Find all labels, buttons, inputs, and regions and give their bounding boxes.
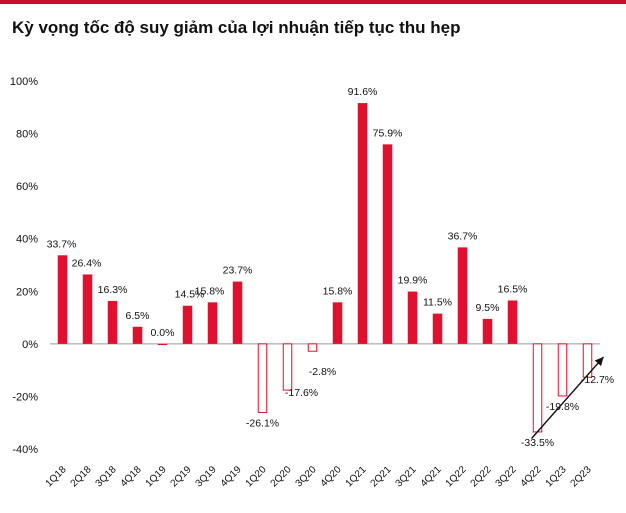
data-label-4Q22: -33.5%	[521, 437, 554, 449]
x-tick-label-4Q20: 4Q20	[319, 464, 344, 489]
data-label-4Q18: 6.5%	[126, 310, 150, 322]
bar-3Q20	[307, 343, 318, 352]
x-tick-label-4Q18: 4Q18	[119, 464, 144, 489]
data-label-3Q21: 19.9%	[398, 275, 428, 287]
bar-2Q21	[382, 144, 393, 344]
x-tick-label-1Q20: 1Q20	[244, 464, 269, 489]
x-tick-label-1Q19: 1Q19	[144, 464, 169, 489]
y-tick-label: 40%	[16, 234, 38, 246]
bar-3Q21	[407, 291, 418, 344]
x-tick-label-2Q19: 2Q19	[169, 464, 194, 489]
bar-1Q20	[257, 343, 268, 413]
data-label-1Q19: 0.0%	[151, 327, 175, 339]
x-tick-label-1Q21: 1Q21	[344, 464, 369, 489]
data-label-3Q20: -2.8%	[309, 366, 336, 378]
data-label-1Q23: -19.8%	[546, 401, 579, 413]
bar-2Q23	[582, 343, 593, 378]
bar-3Q22	[507, 300, 518, 344]
x-tick-label-2Q22: 2Q22	[469, 464, 494, 489]
y-tick-label: 80%	[16, 129, 38, 141]
y-tick-label: -20%	[12, 391, 38, 403]
data-label-2Q18: 26.4%	[72, 257, 102, 269]
y-tick-label: 20%	[16, 286, 38, 298]
bar-1Q23	[557, 343, 568, 397]
data-label-4Q19: 23.7%	[223, 265, 253, 277]
bar-1Q22	[457, 247, 468, 344]
x-tick-label-4Q22: 4Q22	[519, 464, 544, 489]
x-tick-label-4Q21: 4Q21	[419, 464, 444, 489]
data-label-1Q18: 33.7%	[47, 238, 77, 250]
data-label-4Q21: 11.5%	[423, 297, 452, 309]
x-tick-label-1Q23: 1Q23	[544, 464, 569, 489]
y-tick-label: 60%	[16, 181, 38, 193]
x-tick-label-1Q18: 1Q18	[44, 464, 69, 489]
y-tick-label: -40%	[12, 444, 38, 456]
data-label-2Q22: 9.5%	[476, 302, 500, 314]
data-label-2Q21: 75.9%	[373, 127, 403, 139]
bar-4Q19	[232, 281, 243, 344]
bar-4Q22	[532, 343, 543, 433]
bar-4Q20	[332, 302, 343, 344]
data-label-1Q20: -26.1%	[246, 417, 279, 429]
x-tick-label-3Q21: 3Q21	[394, 464, 419, 489]
data-label-2Q20: -17.6%	[285, 387, 318, 399]
y-tick-label: 100%	[10, 76, 38, 88]
trend-arrow	[530, 356, 605, 439]
bar-2Q19	[182, 305, 193, 344]
bar-4Q18	[132, 326, 143, 344]
x-tick-label-4Q19: 4Q19	[219, 464, 244, 489]
bar-1Q21	[357, 103, 368, 344]
x-tick-label-3Q20: 3Q20	[294, 464, 319, 489]
bar-2Q18	[82, 274, 93, 344]
y-tick-label: 0%	[22, 339, 38, 351]
bar-2Q22	[482, 318, 493, 344]
chart-title: Kỳ vọng tốc độ suy giảm của lợi nhuận ti…	[12, 18, 461, 37]
header-accent-bar	[0, 0, 626, 4]
data-label-2Q19: 14.5%	[175, 289, 205, 301]
bar-1Q19	[157, 343, 168, 346]
x-tick-label-2Q21: 2Q21	[369, 464, 394, 489]
data-label-3Q22: 16.5%	[498, 283, 528, 295]
bar-3Q18	[107, 301, 118, 344]
x-tick-label-1Q22: 1Q22	[444, 464, 469, 489]
bar-3Q19	[207, 302, 218, 344]
bar-2Q20	[282, 343, 293, 391]
x-tick-label-3Q19: 3Q19	[194, 464, 219, 489]
x-tick-label-2Q18: 2Q18	[69, 464, 94, 489]
data-label-3Q18: 16.3%	[98, 284, 128, 296]
data-label-1Q21: 91.6%	[348, 86, 378, 98]
data-label-2Q23: -12.7%	[581, 374, 614, 386]
x-tick-label-2Q23: 2Q23	[569, 464, 594, 489]
x-tick-label-2Q20: 2Q20	[269, 464, 294, 489]
data-label-3Q19: 15.8%	[195, 285, 225, 297]
bar-1Q18	[57, 255, 68, 344]
data-label-1Q22: 36.7%	[448, 230, 478, 242]
x-tick-label-3Q22: 3Q22	[494, 464, 519, 489]
bar-4Q21	[432, 313, 443, 344]
data-label-4Q20: 15.8%	[323, 285, 353, 297]
x-tick-label-3Q18: 3Q18	[94, 464, 119, 489]
